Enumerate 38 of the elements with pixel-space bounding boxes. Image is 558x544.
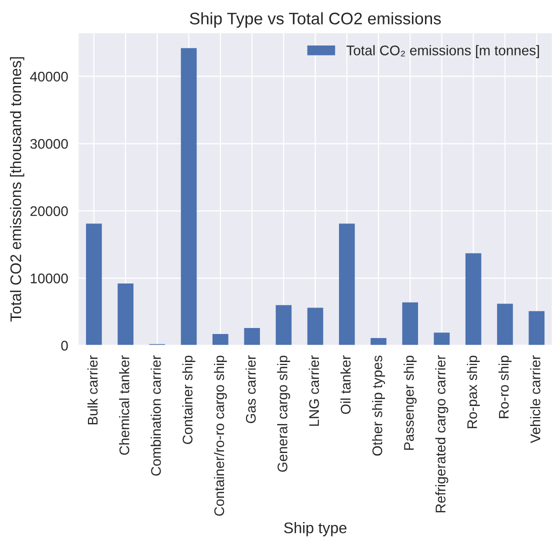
x-tick-label: Chemical tanker [119,355,130,455]
x-tick-label: Oil tanker [340,355,351,414]
x-tick-label: Passenger ship [404,356,417,450]
y-tick-label: 0 [61,340,68,351]
x-tick-label: Vehicle carrier [530,355,540,444]
bar [528,311,545,346]
bar [212,334,228,346]
bar [497,304,513,346]
x-tick-label: Container/ro-ro cargo ship [214,356,227,516]
x-tick-label: Bulk carrier [87,355,98,424]
y-tick-label: 10000 [30,274,68,284]
y-tick-label: 30000 [30,138,68,149]
x-tick-label: Combination carrier [150,355,161,476]
bar [86,224,102,346]
bar [370,338,386,346]
x-tick-label: Container ship [182,356,196,444]
x-tick-label: Gas carrier [246,355,256,424]
bar [118,284,134,346]
x-tick-label: Ro-pax ship [466,356,480,428]
bar [276,305,292,346]
bar [244,328,260,346]
bar [338,224,355,346]
y-tick-label: 40000 [30,72,68,82]
y-axis-title: Total CO2 emissions [thousand tonnes] [10,57,24,322]
x-tick-label: LNG carrier [308,355,319,426]
bar [465,253,482,346]
x-tick-label: Refrigerated cargo carrier [435,355,448,512]
bar [307,308,324,346]
bar [402,302,418,346]
chart-title: Ship Type vs Total CO2 emissions [190,12,441,28]
y-tick-label: 20000 [30,206,68,216]
x-tick-label: General cargo ship [277,356,290,472]
legend-label: Total CO₂ emissions [m tonnes] [346,45,539,58]
bar [434,332,450,346]
x-tick-label: Other ship types [372,356,385,456]
x-axis-title: Ship type [284,522,346,536]
x-tick-label: Ro-ro ship [498,356,512,418]
bar [180,48,197,346]
